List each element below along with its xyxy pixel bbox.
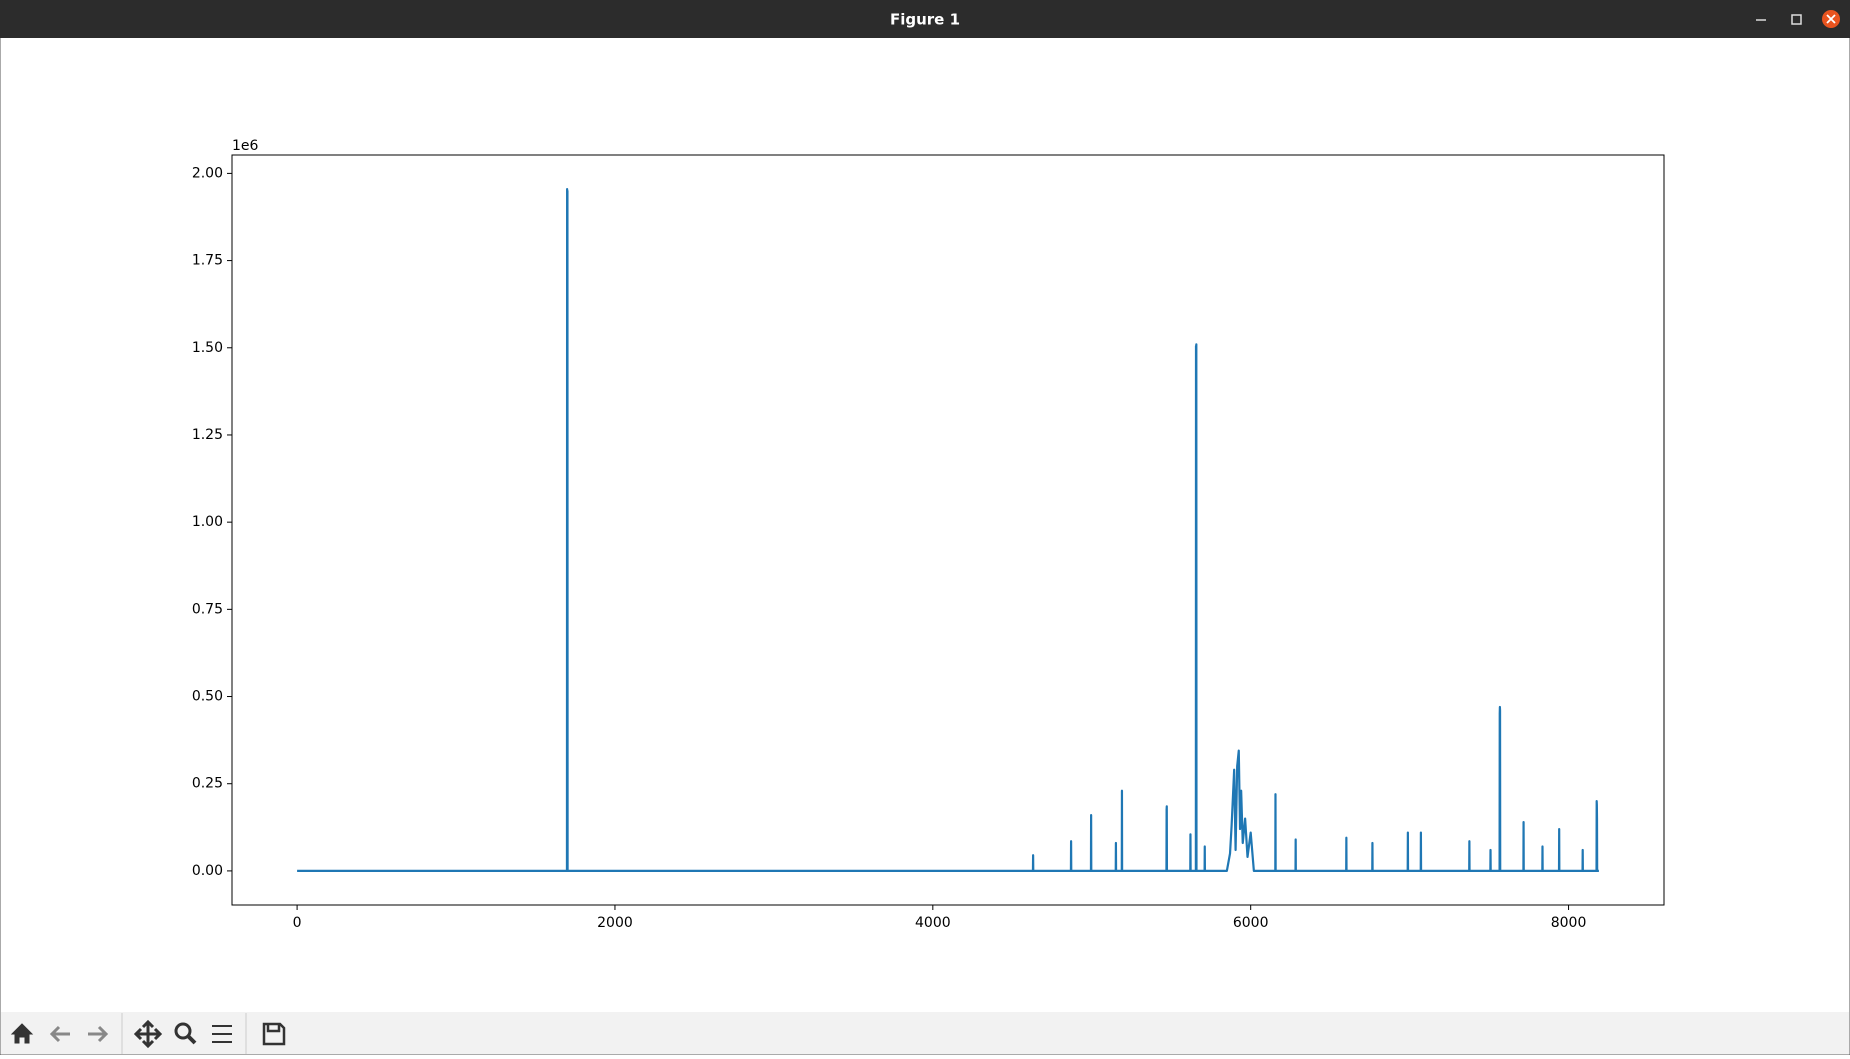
x-tick-label: 8000 <box>1551 915 1587 931</box>
configure-button[interactable] <box>212 1025 232 1043</box>
y-tick-label: 0.00 <box>192 863 223 879</box>
y-tick-label: 1.75 <box>192 253 223 269</box>
y-tick-label: 0.25 <box>192 776 223 792</box>
zoom-handle <box>186 1034 197 1045</box>
y-tick-label: 0.75 <box>192 601 223 617</box>
y-tick-label: 2.00 <box>192 165 223 181</box>
home-button[interactable] <box>10 1023 34 1044</box>
close-cross <box>1826 14 1836 24</box>
zoom-button[interactable] <box>174 1022 197 1045</box>
data-line <box>297 187 1599 873</box>
save-button[interactable] <box>262 1022 286 1046</box>
y-tick-label: 1.50 <box>192 340 223 356</box>
forward-button[interactable] <box>88 1025 109 1043</box>
x-tick-label: 0 <box>293 915 302 931</box>
y-offset-text: 1e6 <box>232 138 259 154</box>
y-tick-label: 1.00 <box>192 514 223 530</box>
window-title: Figure 1 <box>890 11 960 29</box>
zoom-lens <box>174 1022 192 1040</box>
back-button[interactable] <box>49 1025 70 1043</box>
y-tick-label: 0.50 <box>192 689 223 705</box>
x-tick-label: 6000 <box>1233 915 1269 931</box>
close-button[interactable] <box>1822 10 1840 28</box>
y-tick-label: 1.25 <box>192 427 223 443</box>
title-bar <box>0 0 1850 38</box>
maximize-button[interactable] <box>1791 14 1802 25</box>
pan-button[interactable] <box>133 1019 163 1049</box>
toolbar-icons <box>10 1013 286 1054</box>
toolbar <box>1 1012 1849 1054</box>
x-tick-label: 4000 <box>915 915 951 931</box>
axes-frame <box>231 154 1665 906</box>
x-tick-label: 2000 <box>597 915 633 931</box>
